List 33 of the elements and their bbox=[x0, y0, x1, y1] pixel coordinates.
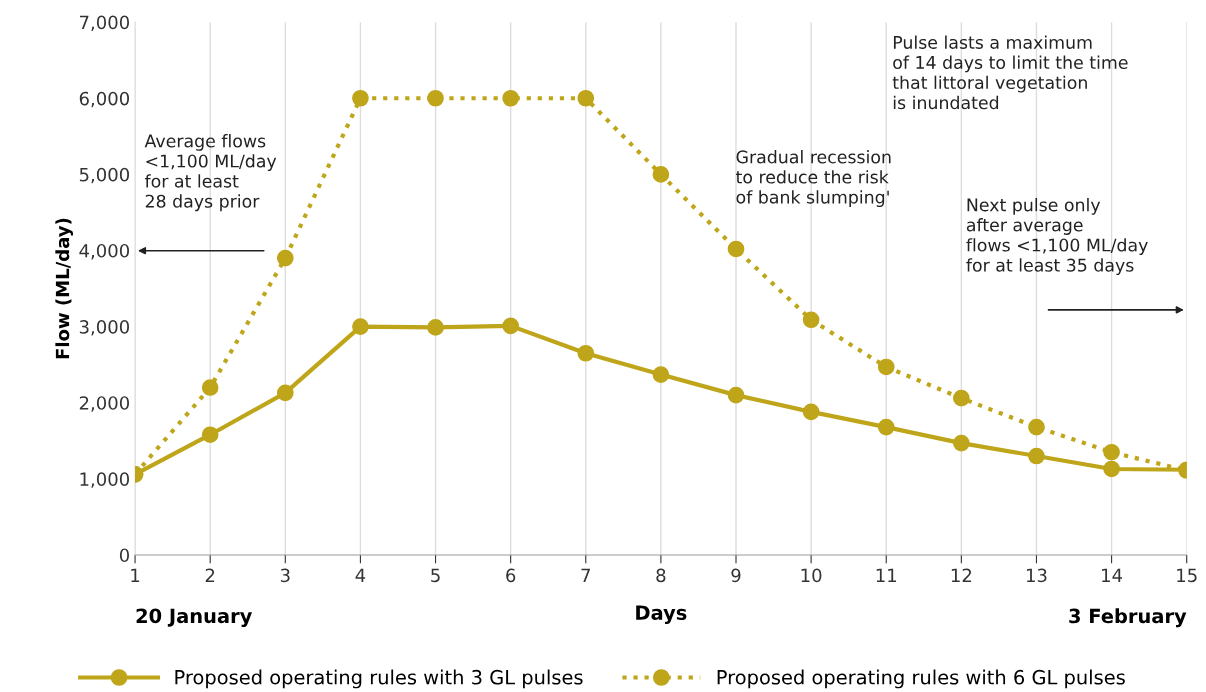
x-tick-label: 11 bbox=[876, 568, 897, 582]
annotation: Gradual recession to reduce the risk of bank slumping' bbox=[736, 150, 891, 208]
x-axis-title: Days bbox=[636, 605, 687, 624]
x-tick-label: 15 bbox=[1177, 568, 1197, 583]
y-tick-label: 5,000 bbox=[79, 167, 130, 184]
x-tick-label: 6 bbox=[506, 568, 516, 583]
y-tick-label: 6,000 bbox=[79, 91, 130, 108]
annotation: Average flows <1,100 ML/day for at least 28 days prior bbox=[144, 134, 277, 212]
x-tick-label: 5 bbox=[431, 568, 440, 583]
annotation: Next pulse only after average flows <1,100 ML/day for at least 35 days bbox=[966, 197, 1148, 276]
x-tick-label: 9 bbox=[731, 568, 741, 583]
text: 20 January bbox=[136, 608, 252, 628]
x-tick-label: 13 bbox=[1026, 568, 1047, 583]
x-tick-label: 7 bbox=[581, 568, 590, 582]
legend-label: Proposed operating rules with 6 GL pulses bbox=[717, 669, 1125, 689]
y-tick-label: 3,000 bbox=[79, 320, 130, 336]
text: 3 February bbox=[1069, 608, 1187, 628]
x-tick-label: 14 bbox=[1102, 568, 1123, 582]
y-tick-label: 0 bbox=[119, 548, 130, 563]
y-tick-label: 2,000 bbox=[79, 396, 130, 412]
y-tick-label: 7,000 bbox=[80, 15, 130, 32]
y-tick-label: 1,000 bbox=[80, 472, 130, 488]
x-tick-label: 2 bbox=[205, 568, 215, 582]
legend-label: Proposed operating rules with 3 GL pulses bbox=[175, 669, 583, 689]
x-tick-label: 1 bbox=[131, 568, 140, 582]
x-tick-label: 3 bbox=[280, 568, 290, 583]
x-tick-label: 8 bbox=[656, 568, 666, 583]
y-tick-label: 4,000 bbox=[79, 243, 130, 260]
y-axis-title: Flow (ML/day) bbox=[55, 218, 73, 359]
annotation: Pulse lasts a maximum of 14 days to limit the time that littoral vegetation is inundated bbox=[892, 35, 1128, 110]
x-tick-label: 4 bbox=[355, 568, 366, 582]
x-tick-label: 10 bbox=[801, 568, 822, 583]
x-tick-label: 12 bbox=[951, 568, 972, 582]
